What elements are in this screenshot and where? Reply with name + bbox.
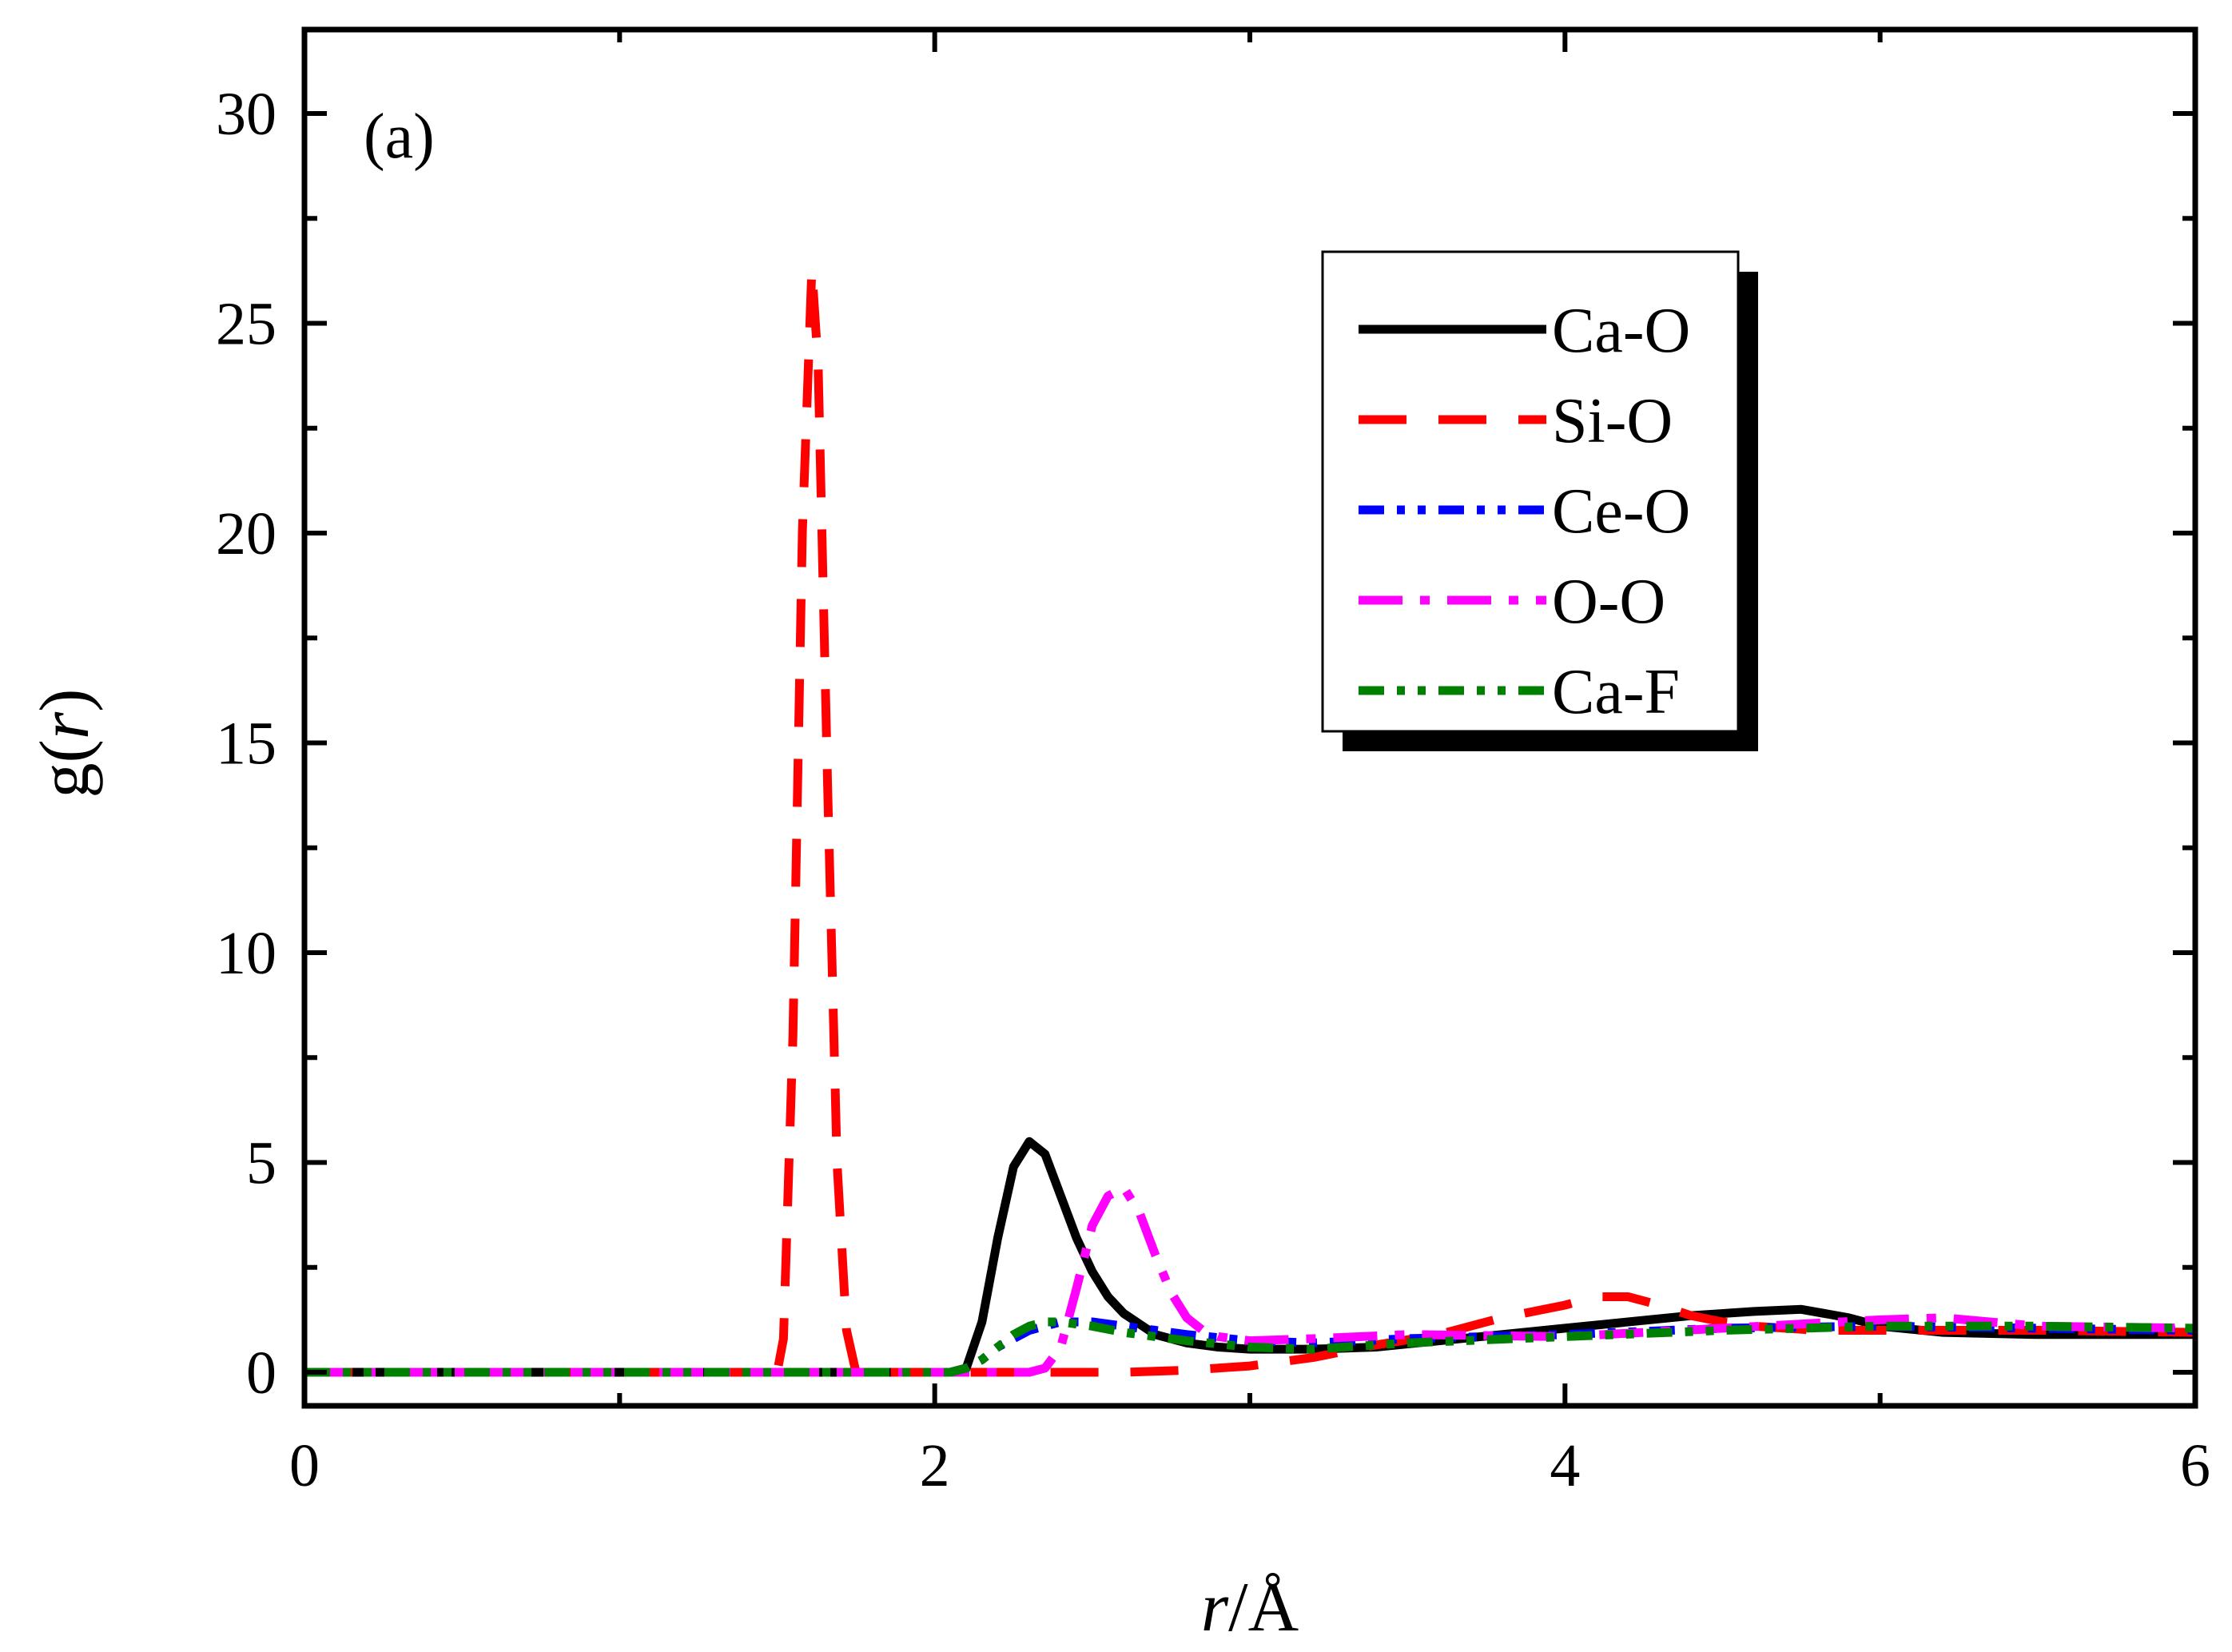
series-line-si-o <box>304 264 2196 1377</box>
series-line-ca-f <box>304 1317 2196 1377</box>
legend: Ca-O Si-O Ce-O O-O Ca-F <box>1321 250 1758 751</box>
x-tick-label: 4 <box>1550 1432 1580 1499</box>
y-tick-label: 30 <box>216 81 277 148</box>
legend-label-si-o: Si-O <box>1552 386 1673 456</box>
y-axis-prefix: g( <box>26 739 104 798</box>
y-tick-label: 20 <box>216 500 277 567</box>
x-tick-label: 2 <box>920 1432 950 1499</box>
y-axis-title: g(r) <box>26 689 104 798</box>
x-tick-label: 0 <box>289 1432 320 1499</box>
legend-label-ca-o: Ca-O <box>1552 296 1690 366</box>
x-axis-var: r <box>1201 1569 1229 1646</box>
x-axis-unit: /Å <box>1228 1569 1299 1646</box>
legend-label-ca-f: Ca-F <box>1552 657 1680 727</box>
legend-items: Ca-O Si-O Ce-O O-O Ca-F <box>1359 296 1690 727</box>
y-tick-label: 10 <box>216 920 277 987</box>
y-tick-label: 0 <box>246 1340 277 1407</box>
y-tick-label: 15 <box>216 711 277 778</box>
panel-label: (a) <box>364 102 435 172</box>
y-axis-var: r <box>26 711 104 739</box>
series-layer <box>304 264 2196 1377</box>
y-axis-suffix: ) <box>26 689 104 712</box>
x-axis-title: r/Å <box>1201 1569 1299 1646</box>
y-tick-label: 25 <box>216 291 277 358</box>
legend-label-ce-o: Ce-O <box>1552 476 1690 547</box>
series-line-o-o <box>304 1183 2196 1377</box>
series-line-ca-o <box>304 1136 2195 1377</box>
y-tick-label: 5 <box>246 1130 277 1197</box>
legend-label-o-o: O-O <box>1552 567 1665 637</box>
x-tick-label: 6 <box>2180 1432 2210 1499</box>
axis-ticks: 0 2 4 6 0 5 10 15 20 25 30 <box>216 30 2210 1499</box>
